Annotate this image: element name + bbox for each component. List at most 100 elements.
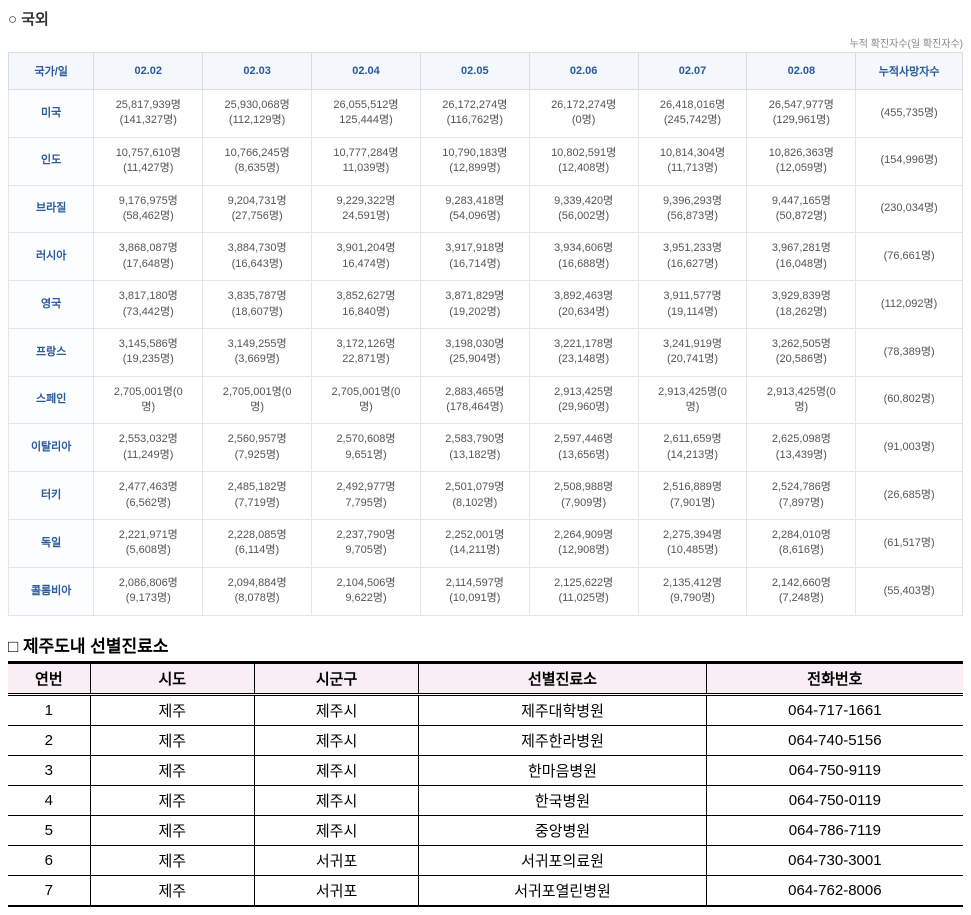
intl-data-cell: 2,221,971명(5,608명) [94, 520, 203, 568]
intl-data-cell: 10,766,245명(8,635명) [203, 137, 312, 185]
clinic-cell-name: 제주한라병원 [419, 725, 707, 755]
intl-data-cell: 2,560,957명(7,925명) [203, 424, 312, 472]
intl-data-cell: 9,339,420명(56,002명) [529, 185, 638, 233]
intl-row: 영국3,817,180명(73,442명)3,835,787명(18,607명)… [9, 281, 963, 329]
intl-country-cell: 인도 [9, 137, 94, 185]
intl-th-day: 02.04 [312, 53, 421, 90]
clinic-cell-no: 3 [8, 755, 90, 785]
intl-row: 이탈리아2,553,032명(11,249명)2,560,957명(7,925명… [9, 424, 963, 472]
clinic-cell-no: 6 [8, 845, 90, 875]
intl-country-cell: 독일 [9, 520, 94, 568]
intl-data-cell: 26,547,977명(129,961명) [747, 90, 856, 138]
intl-data-cell: 2,086,806명(9,173명) [94, 567, 203, 615]
clinic-row: 1제주제주시제주대학병원064-717-1661 [8, 694, 963, 725]
intl-data-cell: 2,611,659명(14,213명) [638, 424, 747, 472]
intl-data-cell: 2,883,465명(178,464명) [420, 376, 529, 424]
intl-data-cell: 2,264,909명(12,908명) [529, 520, 638, 568]
clinic-cell-sido: 제주 [90, 785, 254, 815]
intl-data-cell: 3,241,919명(20,741명) [638, 328, 747, 376]
intl-data-cell: 9,204,731명(27,756명) [203, 185, 312, 233]
clinic-cell-name: 제주대학병원 [419, 694, 707, 725]
clinic-cell-no: 5 [8, 815, 90, 845]
intl-data-cell: 3,929,839명(18,262명) [747, 281, 856, 329]
clinic-row: 4제주제주시한국병원064-750-0119 [8, 785, 963, 815]
intl-data-cell: 2,252,001명(14,211명) [420, 520, 529, 568]
intl-deaths-cell: (154,996명) [856, 137, 963, 185]
intl-data-cell: 3,835,787명(18,607명) [203, 281, 312, 329]
intl-data-cell: 2,114,597명(10,091명) [420, 567, 529, 615]
intl-deaths-cell: (455,735명) [856, 90, 963, 138]
clinic-cell-no: 2 [8, 725, 90, 755]
clinic-section-title: □ 제주도내 선별진료소 [8, 632, 963, 657]
intl-data-cell: 2,094,884명(8,078명) [203, 567, 312, 615]
intl-data-cell: 2,104,506명9,622명) [312, 567, 421, 615]
intl-country-cell: 러시아 [9, 233, 94, 281]
intl-row: 프랑스3,145,586명(19,235명)3,149,255명(3,669명)… [9, 328, 963, 376]
intl-data-cell: 25,930,068명(112,129명) [203, 90, 312, 138]
intl-data-cell: 3,934,606명(16,688명) [529, 233, 638, 281]
intl-data-cell: 3,221,178명(23,148명) [529, 328, 638, 376]
intl-country-cell: 브라질 [9, 185, 94, 233]
intl-data-cell: 9,176,975명(58,462명) [94, 185, 203, 233]
intl-caption: 누적 확진자수(일 확진자수) [8, 35, 963, 50]
clinic-row: 6제주서귀포서귀포의료원064-730-3001 [8, 845, 963, 875]
clinic-cell-sigungu: 서귀포 [254, 875, 418, 906]
intl-data-cell: 2,553,032명(11,249명) [94, 424, 203, 472]
intl-data-cell: 2,597,446명(13,656명) [529, 424, 638, 472]
intl-data-cell: 2,508,988명(7,909명) [529, 472, 638, 520]
intl-data-cell: 10,777,284명11,039명) [312, 137, 421, 185]
intl-data-cell: 3,917,918명(16,714명) [420, 233, 529, 281]
intl-data-cell: 2,570,608명9,651명) [312, 424, 421, 472]
clinic-cell-sido: 제주 [90, 694, 254, 725]
clinic-cell-name: 한마음병원 [419, 755, 707, 785]
intl-data-cell: 3,149,255명(3,669명) [203, 328, 312, 376]
intl-country-cell: 스페인 [9, 376, 94, 424]
intl-country-cell: 터키 [9, 472, 94, 520]
intl-data-cell: 26,172,274명(116,762명) [420, 90, 529, 138]
intl-row: 스페인2,705,001명(0명)2,705,001명(0명)2,705,001… [9, 376, 963, 424]
clinic-header-row: 연번 시도 시군구 선별진료소 전화번호 [8, 662, 963, 694]
intl-data-cell: 2,524,786명(7,897명) [747, 472, 856, 520]
intl-data-cell: 10,757,610명(11,427명) [94, 137, 203, 185]
clinic-th-sigungu: 시군구 [254, 662, 418, 694]
clinic-cell-sigungu: 제주시 [254, 815, 418, 845]
intl-th-day: 02.05 [420, 53, 529, 90]
intl-data-cell: 9,396,293명(56,873명) [638, 185, 747, 233]
intl-data-cell: 2,142,660명(7,248명) [747, 567, 856, 615]
clinic-cell-sido: 제주 [90, 725, 254, 755]
intl-data-cell: 2,705,001명(0명) [203, 376, 312, 424]
intl-data-cell: 3,198,030명(25,904명) [420, 328, 529, 376]
intl-th-day: 02.06 [529, 53, 638, 90]
intl-data-cell: 2,492,977명7,795명) [312, 472, 421, 520]
intl-row: 인도10,757,610명(11,427명)10,766,245명(8,635명… [9, 137, 963, 185]
intl-data-cell: 10,826,363명(12,059명) [747, 137, 856, 185]
intl-row: 터키2,477,463명(6,562명)2,485,182명(7,719명)2,… [9, 472, 963, 520]
intl-data-cell: 26,418,016명(245,742명) [638, 90, 747, 138]
intl-th-day: 02.07 [638, 53, 747, 90]
intl-data-cell: 2,228,085명(6,114명) [203, 520, 312, 568]
intl-table: 국가/일 02.02 02.03 02.04 02.05 02.06 02.07… [8, 52, 963, 616]
clinic-cell-phone: 064-750-9119 [706, 755, 963, 785]
intl-data-cell: 2,237,790명9,705명) [312, 520, 421, 568]
intl-data-cell: 3,967,281명(16,048명) [747, 233, 856, 281]
intl-deaths-cell: (76,661명) [856, 233, 963, 281]
intl-data-cell: 9,229,322명24,591명) [312, 185, 421, 233]
intl-data-cell: 3,951,233명(16,627명) [638, 233, 747, 281]
clinic-cell-phone: 064-740-5156 [706, 725, 963, 755]
clinic-cell-sigungu: 제주시 [254, 785, 418, 815]
intl-row: 러시아3,868,087명(17,648명)3,884,730명(16,643명… [9, 233, 963, 281]
intl-data-cell: 26,172,274명(0명) [529, 90, 638, 138]
intl-header-row: 국가/일 02.02 02.03 02.04 02.05 02.06 02.07… [9, 53, 963, 90]
intl-data-cell: 2,501,079명(8,102명) [420, 472, 529, 520]
clinic-cell-name: 서귀포의료원 [419, 845, 707, 875]
intl-deaths-cell: (78,389명) [856, 328, 963, 376]
intl-deaths-cell: (230,034명) [856, 185, 963, 233]
intl-country-cell: 콜롬비아 [9, 567, 94, 615]
clinic-cell-name: 서귀포열린병원 [419, 875, 707, 906]
intl-data-cell: 2,913,425명(0명) [747, 376, 856, 424]
intl-data-cell: 3,172,126명22,871명) [312, 328, 421, 376]
intl-data-cell: 3,145,586명(19,235명) [94, 328, 203, 376]
clinic-cell-name: 한국병원 [419, 785, 707, 815]
intl-data-cell: 3,892,463명(20,634명) [529, 281, 638, 329]
intl-data-cell: 25,817,939명(141,327명) [94, 90, 203, 138]
